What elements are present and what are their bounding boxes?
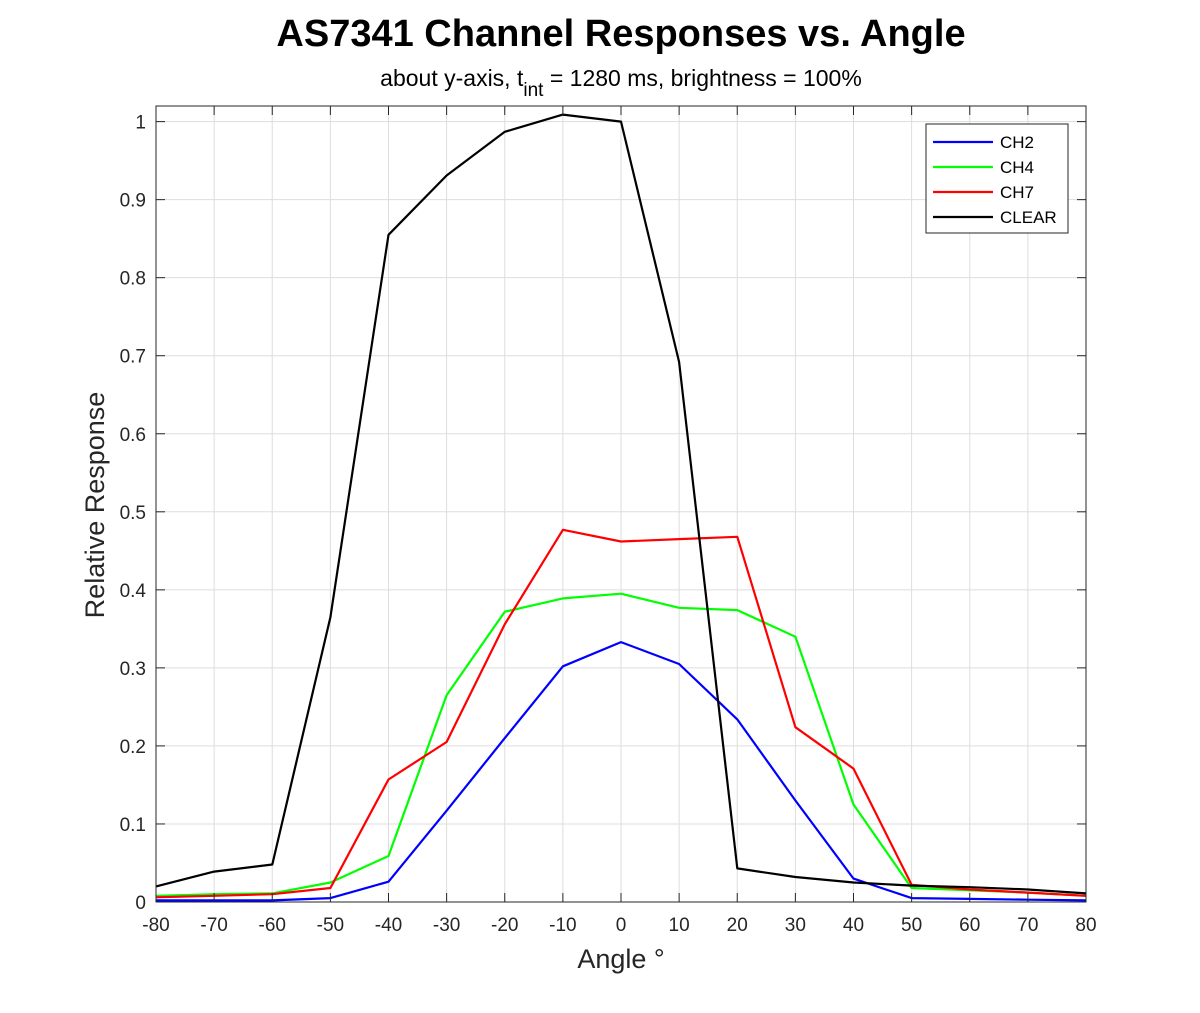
y-axis-label: Relative Response <box>80 392 110 619</box>
legend-label-ch2: CH2 <box>1000 133 1034 152</box>
legend-label-clear: CLEAR <box>1000 208 1057 227</box>
y-tick-label: 0.7 <box>120 347 146 368</box>
subtitle-suffix: = 1280 ms, brightness = 100% <box>543 65 861 91</box>
legend: CH2 CH4 CH7 CLEAR <box>925 123 1069 234</box>
series-line-clear <box>155 113 1087 895</box>
x-tick-label: 10 <box>669 915 690 936</box>
y-tick-label: 0.2 <box>120 737 146 758</box>
y-tick-label: 0.4 <box>120 581 147 602</box>
x-tick-label: -40 <box>375 915 402 936</box>
x-tick-label: 50 <box>901 915 922 936</box>
x-tick-label: -10 <box>549 915 576 936</box>
x-tick-label: 30 <box>785 915 806 936</box>
y-tick-labels: 0 0.1 0.2 0.3 0.4 0.5 0.6 0.7 0.8 0.9 1 <box>120 113 147 914</box>
axis-ticks <box>155 106 1087 903</box>
x-tick-label: -80 <box>142 915 169 936</box>
y-tick-label: 0.8 <box>120 269 146 290</box>
x-tick-label: -60 <box>259 915 286 936</box>
x-tick-label: 0 <box>616 915 627 936</box>
y-tick-label: 0.5 <box>120 503 146 524</box>
y-tick-label: 0.9 <box>120 191 146 212</box>
series-line-ch2 <box>156 640 1087 902</box>
subtitle-prefix: about y-axis, t <box>380 65 524 91</box>
x-axis-label: Angle ° <box>577 944 664 974</box>
subtitle-subscript: int <box>523 80 544 101</box>
x-tick-label: -30 <box>433 915 460 936</box>
x-tick-label: -70 <box>200 915 227 936</box>
y-tick-label: 0.3 <box>120 659 146 680</box>
x-tick-label: 70 <box>1017 915 1038 936</box>
x-tick-label: 20 <box>727 915 748 936</box>
x-tick-label: 40 <box>843 915 864 936</box>
x-tick-labels: -80 -70 -60 -50 -40 -30 -20 -10 0 10 20 30 40 50 60 70 8… <box>142 915 1096 936</box>
x-tick-label: -20 <box>491 915 518 936</box>
legend-label-ch4: CH4 <box>1000 158 1034 177</box>
y-tick-label: 0 <box>135 893 146 914</box>
legend-label-ch7: CH7 <box>1000 183 1034 202</box>
x-tick-label: 80 <box>1075 915 1096 936</box>
chart-subtitle: about y-axis, tint = 1280 ms, brightness… <box>380 65 862 101</box>
x-tick-label: -50 <box>317 915 344 936</box>
y-tick-label: 0.1 <box>120 815 146 836</box>
series-lines <box>155 113 1087 902</box>
y-tick-label: 0.6 <box>120 425 146 446</box>
x-tick-label: 60 <box>959 915 980 936</box>
y-tick-label: 1 <box>135 113 146 134</box>
series-line-ch4 <box>155 592 1087 897</box>
chart-title: AS7341 Channel Responses vs. Angle <box>276 13 965 55</box>
